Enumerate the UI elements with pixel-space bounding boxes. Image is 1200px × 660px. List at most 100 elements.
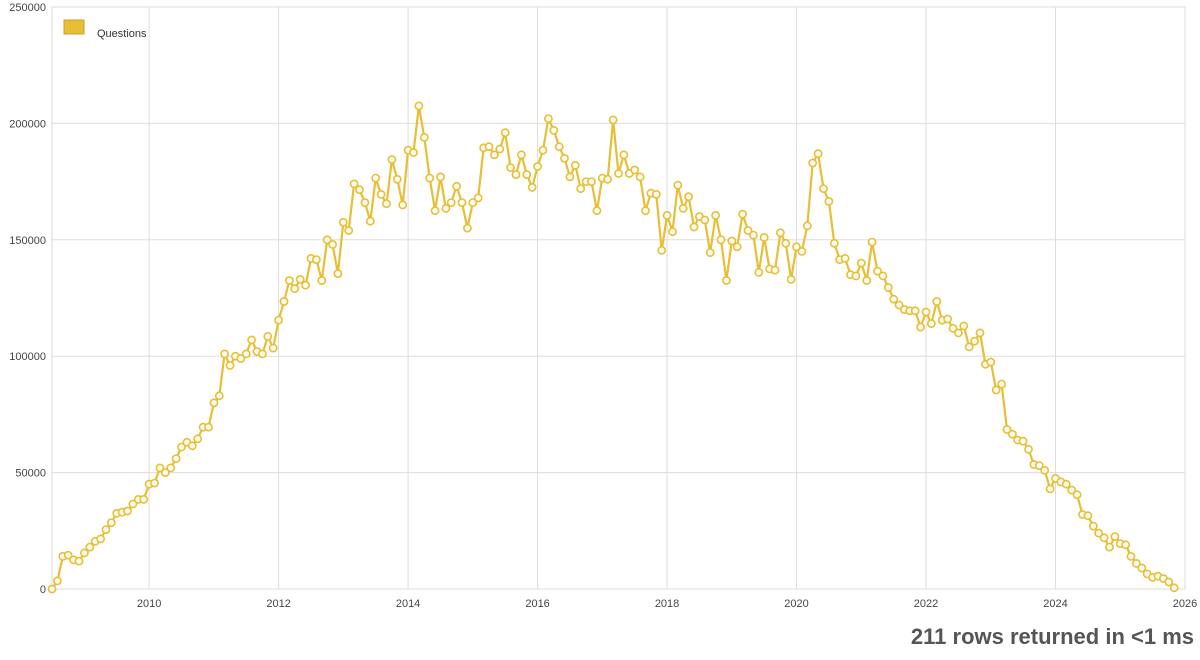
data-point [506,163,515,172]
x-tick-label: 2014 [396,598,420,610]
data-point [727,236,737,246]
series-questions [47,101,1179,594]
data-point [47,584,57,594]
data-point [975,328,985,338]
y-tick-label: 150000 [9,235,46,247]
data-point [1034,461,1044,470]
data-point [527,182,537,192]
data-point [85,542,95,552]
data-point [382,199,391,209]
y-tick-label: 200000 [9,118,46,130]
data-point [932,297,942,306]
data-point [711,210,720,220]
data-point [1099,533,1109,543]
data-point [544,114,553,124]
data-point [684,192,693,202]
data-point [344,226,354,235]
data-point [160,468,170,477]
data-point [635,172,645,182]
data-point [171,454,181,463]
data-point [279,297,289,306]
data-point [290,284,300,294]
data-point [916,322,925,332]
data-point [954,328,963,338]
data-point [554,142,564,152]
data-point [274,315,283,325]
data-point [1126,552,1136,561]
data-point [322,235,332,245]
data-point [986,357,996,367]
data-point [53,576,62,586]
data-point [236,354,246,363]
data-point [943,314,952,324]
x-tick-label: 2020 [784,598,808,610]
data-point [1061,479,1071,489]
data-point [819,184,828,193]
x-tick-label: 2018 [655,598,679,610]
data-point [187,441,197,451]
data-point [311,255,321,264]
data-point [204,422,213,432]
data-point [409,148,418,157]
legend: Questions [63,19,147,40]
data-point [856,258,866,268]
data-point [991,385,1001,395]
data-point [657,245,667,255]
data-point [333,269,343,278]
data-point [894,300,904,310]
data-point [862,276,872,285]
data-point [689,222,699,232]
data-point [570,160,580,170]
legend-label-questions: Questions [97,28,147,40]
data-point [1002,425,1012,434]
data-point [473,193,483,203]
data-point [517,150,526,160]
data-point [349,179,359,189]
data-point [840,253,850,263]
x-tick-label: 2012 [266,598,290,610]
data-point [511,170,521,179]
data-point [743,226,753,235]
data-point [430,206,440,216]
series-line [51,104,1176,590]
data-point [630,165,640,175]
data-point [414,101,424,111]
data-point [565,172,575,182]
y-tick-label: 100000 [9,351,46,363]
plot-frame [51,6,1186,590]
data-point [123,506,132,516]
data-point [802,221,812,231]
data-point [257,349,267,359]
data-point [533,162,542,171]
x-tick-label: 2016 [525,598,549,610]
data-point [678,203,688,213]
data-point [716,235,726,245]
x-tick-label: 2022 [914,598,938,610]
data-point [959,321,969,331]
data-point [608,115,618,125]
data-point [155,463,165,473]
data-point [889,294,899,304]
y-tick-label: 50000 [15,468,46,480]
data-point [74,556,84,566]
data-point [209,398,219,408]
data-point [106,518,116,528]
data-point [549,125,559,135]
data-point [592,206,602,216]
data-point [786,274,796,284]
data-point [376,189,386,199]
data-point [446,198,456,207]
x-tick-label: 2010 [137,598,161,610]
data-point [878,271,888,281]
data-point [673,180,683,190]
data-point [360,198,370,207]
data-point [997,379,1006,389]
data-point [603,174,613,184]
data-point [641,206,650,216]
data-point [80,548,89,558]
data-point [1045,484,1055,494]
data-point [781,238,791,248]
data-point [489,150,499,160]
data-point [910,306,920,316]
data-point [668,227,677,237]
